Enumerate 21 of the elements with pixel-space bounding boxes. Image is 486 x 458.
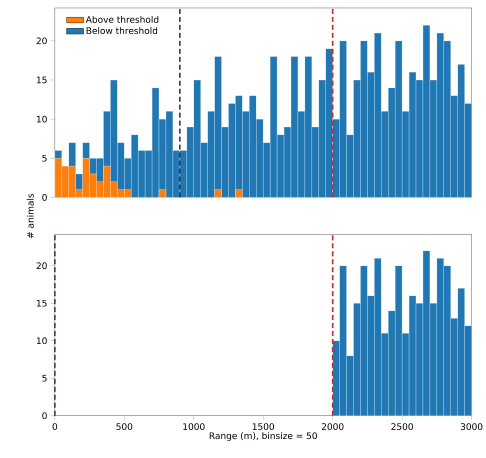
y-tick-label: 5 — [42, 155, 47, 162]
x-tick-label: 2500 — [391, 423, 413, 430]
x-axis-title: Range (m), binsize = 50 — [210, 432, 317, 442]
y-tick-label: 10 — [36, 116, 47, 123]
x-tick-label: 2000 — [322, 423, 344, 430]
legend-label: Above threshold — [86, 16, 158, 24]
y-tick-label: 0 — [42, 194, 47, 201]
legend-label: Below threshold — [86, 27, 158, 34]
y-tick-label: 0 — [42, 412, 47, 420]
y-axis-title: # animals — [26, 194, 34, 238]
x-tick-label: 3000 — [460, 423, 482, 430]
y-tick-label: 15 — [36, 76, 47, 84]
x-tick-label: 1500 — [252, 423, 274, 430]
y-tick-label: 15 — [36, 300, 47, 307]
x-tick-label: 0 — [52, 423, 58, 430]
x-tick-label: 500 — [116, 423, 132, 430]
y-tick-label: 10 — [36, 338, 47, 344]
y-tick-label: 20 — [36, 38, 47, 44]
y-tick-label: 5 — [42, 375, 47, 382]
y-tick-label: 20 — [36, 262, 47, 270]
x-tick-label: 1000 — [183, 423, 205, 430]
